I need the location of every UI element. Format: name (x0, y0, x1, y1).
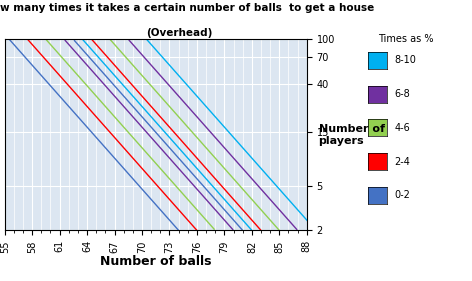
Text: 6-8: 6-8 (394, 89, 410, 99)
Text: 2-4: 2-4 (394, 157, 410, 167)
Text: 4-6: 4-6 (394, 123, 410, 133)
Text: (Overhead): (Overhead) (146, 28, 212, 38)
Text: How many times it takes a certain number of balls  to get a house: How many times it takes a certain number… (0, 3, 374, 13)
X-axis label: Number of balls: Number of balls (100, 255, 211, 268)
Text: Number of
players: Number of players (319, 124, 385, 146)
Text: 8-10: 8-10 (394, 55, 416, 65)
Text: 0-2: 0-2 (394, 190, 410, 200)
Text: Times as %: Times as % (378, 34, 433, 44)
